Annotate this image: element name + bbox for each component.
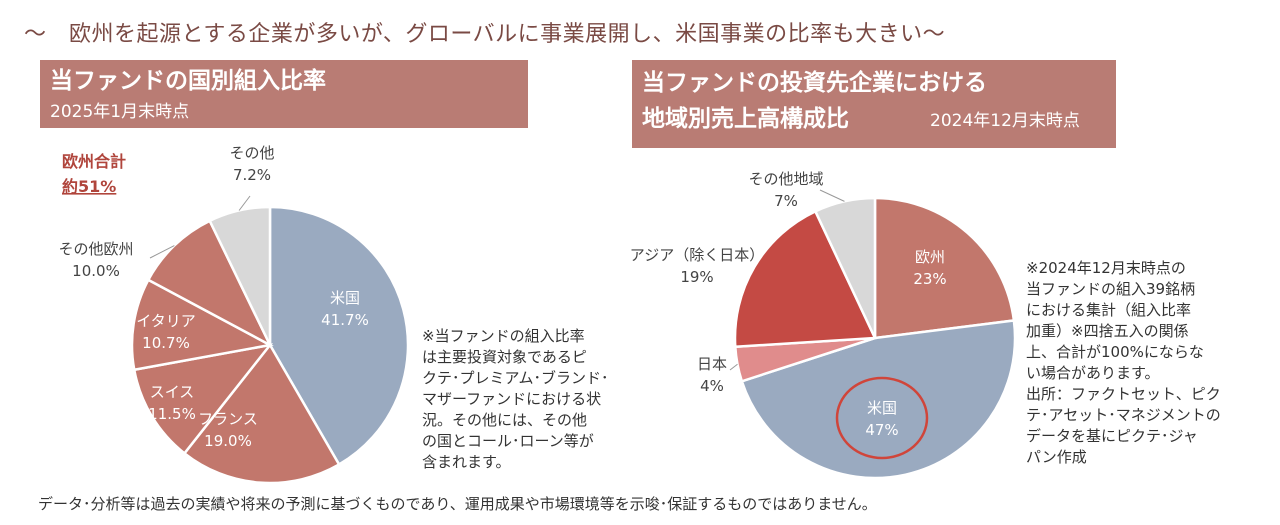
right-note-line: い場合があります。 [1026,364,1160,382]
left-pie-chart [130,205,410,485]
left-note: ※当ファンドの組入比率 は主要投資対象であるピ クテ･プレミアム･ブランド･ マ… [422,326,608,473]
left-note-line: の国とコール･ローン等が [422,432,594,450]
left-pie-slice [268,205,410,467]
left-chart-subtitle: 2025年1月末時点 [50,102,190,122]
right-note-line: 当ファンドの組入39銘柄 [1026,280,1196,298]
right-pie-slice-value: 4% [700,377,724,395]
right-pie-slice-name: その他地域 [748,170,823,188]
left-pie-slice-name: その他 [229,144,274,162]
right-pie-slice-value: 19% [680,268,713,286]
left-pie-slice [132,343,274,456]
left-pie-slice-name: フランス [198,410,258,428]
left-pie-slice [182,342,341,485]
left-pie-slice-value: 19.0% [204,432,252,450]
right-note-line: データを基にピクテ･ジャ [1026,427,1198,445]
right-note-line: パン作成 [1026,448,1087,466]
left-pie-slice-name: 米国 [330,289,360,307]
right-pie-leader-line [819,189,845,202]
right-pie-slice-value: 7% [774,192,798,210]
usa-highlight-circle [835,376,929,460]
right-title-band: 当ファンドの投資先企業における 地域別売上高構成比 2024年12月末時点 [632,60,1116,148]
left-note-line: マザーファンドにおける状 [422,390,602,408]
right-chart-subtitle: 2024年12月末時点 [930,111,1080,131]
europe-total-label: 欧州合計 [62,152,126,171]
right-pie-slice-name: 日本 [697,355,727,373]
left-note-line: は主要投資対象であるピ [422,348,587,366]
right-pie-slice-name: アジア（除く日本） [630,246,764,264]
right-pie-chart [733,196,1017,480]
left-pie-slice [146,219,273,348]
right-note-line: 加重）※四捨五入の関係 [1026,322,1189,340]
disclaimer-footer: データ･分析等は過去の実績や将来の予測に基づくものであり、運用成果や市場環境等を… [38,495,877,513]
left-pie-slice-value: 11.5% [148,405,196,423]
right-chart-title-line1: 当ファンドの投資先企業における [642,70,987,96]
left-pie-slice-value: 7.2% [233,166,271,184]
right-pie-slice-name: 欧州 [915,248,945,266]
left-note-line: 況。その他には、その他 [422,411,588,429]
left-note-line: 含まれます。 [422,453,511,471]
right-note-line: 出所：ファクトセット、ピク [1026,385,1221,403]
right-note-line: ※2024年12月末時点の [1026,259,1186,277]
left-note-line: クテ･プレミアム･ブランド･ [422,369,609,387]
right-note: ※2024年12月末時点の 当ファンドの組入39銘柄 における集計（組入比率 加… [1026,258,1221,468]
left-pie-slice-name: スイス [150,383,195,401]
left-pie-leader-line [149,245,175,259]
right-pie-slice-name: 米国 [867,399,897,417]
left-pie-slice-value: 10.7% [142,334,190,352]
left-note-line: ※当ファンドの組入比率 [422,327,585,345]
right-pie-slice [873,196,1016,340]
right-note-line: テ･アセット･マネジメントの [1026,406,1221,424]
left-pie-slice-value: 10.0% [72,262,120,280]
pie-labels: 米国41.7%フランス19.0%スイス11.5%イタリア10.7%その他欧州10… [58,144,947,460]
headline: ～ 欧州を起源とする企業が多いが、グローバルに事業展開し、米国事業の比率も大きい… [24,22,946,47]
left-pie-leader-line [238,195,251,211]
left-pie-slice [208,205,272,346]
left-pie-slice [130,278,274,372]
left-pie-slice-value: 41.7% [321,311,369,329]
right-chart-title-line2: 地域別売上高構成比 [642,106,849,132]
left-pie-slice-name: その他欧州 [58,240,133,258]
left-pie-slice-name: イタリア [136,312,195,330]
right-pie-slice [733,209,877,349]
right-note-line: 上、合計が100%にならな [1026,343,1204,361]
left-chart-title: 当ファンドの国別組入比率 [50,68,326,94]
left-title-band: 当ファンドの国別組入比率 2025年1月末時点 [40,60,528,128]
right-pie-slice [813,196,877,339]
right-pie-leader-line [729,363,738,371]
europe-total-value: 約51% [62,177,116,196]
right-note-line: における集計（組入比率 [1026,301,1192,319]
right-pie-slice-value: 23% [913,270,946,288]
right-pie-slice-value: 47% [865,421,898,439]
